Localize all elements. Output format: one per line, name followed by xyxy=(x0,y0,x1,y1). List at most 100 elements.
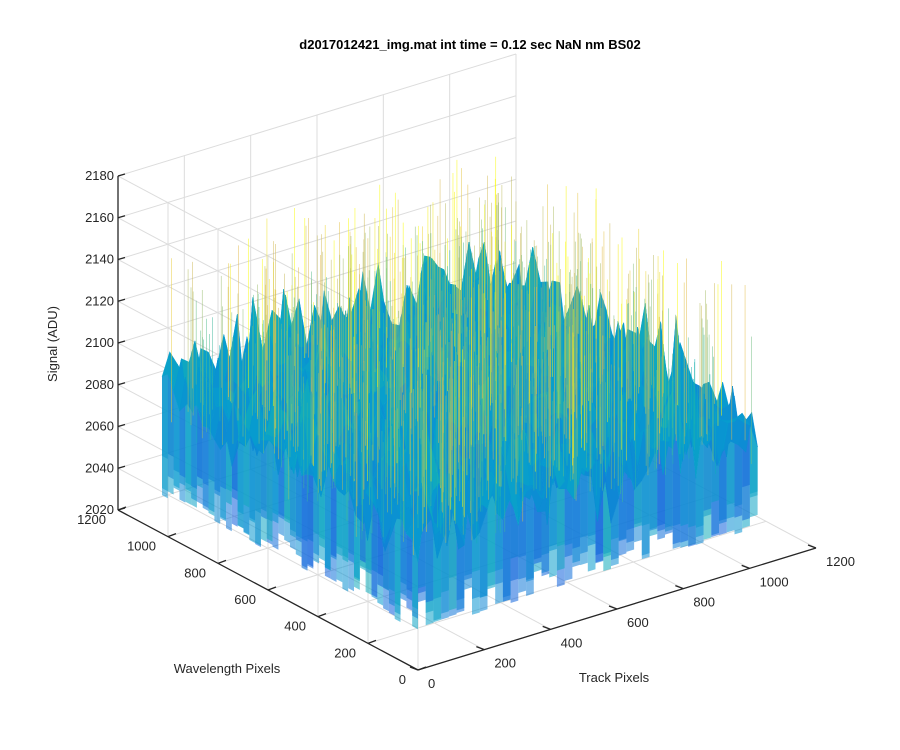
x-tick-mark xyxy=(542,625,551,630)
surface-side-face xyxy=(202,426,209,486)
surface-front-face xyxy=(487,478,496,590)
z-tick-mark xyxy=(117,340,126,344)
surface-front-face xyxy=(695,416,704,538)
grid-wall-right-z xyxy=(117,53,517,177)
z-tick-mark xyxy=(117,465,126,469)
surface-side-face xyxy=(214,440,221,524)
surface-side-face xyxy=(167,374,174,495)
y-tick-mark xyxy=(367,639,377,644)
surface-side-face xyxy=(290,449,296,551)
surface-front-face xyxy=(719,423,727,536)
y-tick-mark xyxy=(317,613,327,618)
x-axis-ticks: 0 200 400 600 800 1000 1200 xyxy=(409,544,855,691)
z-tick-mark xyxy=(117,256,126,261)
surface-front-face xyxy=(448,498,457,611)
z-tick-mark xyxy=(117,173,126,177)
x-tick-mark xyxy=(675,585,684,590)
x-tick-label: 600 xyxy=(627,615,649,630)
surface-front-face xyxy=(611,498,619,540)
y-tick-label: 600 xyxy=(234,592,256,607)
surface-front-face xyxy=(626,462,635,552)
y-tick-label: 400 xyxy=(284,619,306,634)
surface-side-face xyxy=(324,446,331,571)
z-tick-mark xyxy=(117,382,126,386)
x-tick-mark xyxy=(807,544,817,549)
surface-front-face xyxy=(634,480,642,528)
surface-side-face xyxy=(260,433,267,520)
y-axis-ticks: 0 200 400 600 800 1000 1200 xyxy=(77,506,427,687)
surface-front-face xyxy=(479,509,488,598)
surface-side-face xyxy=(330,471,337,558)
y-tick-label: 800 xyxy=(184,565,206,580)
z-tick-label: 2100 xyxy=(85,335,114,350)
surface-side-face xyxy=(255,440,261,546)
y-axis-label: Wavelength Pixels xyxy=(174,661,281,676)
x-tick-label: 1200 xyxy=(826,554,855,569)
surface-side-face xyxy=(348,486,354,592)
z-tick-label: 2040 xyxy=(85,460,114,475)
x-tick-label: 1000 xyxy=(760,574,789,589)
surface-front-face xyxy=(526,485,534,596)
x-tick-mark xyxy=(741,564,750,569)
z-tick-label: 2140 xyxy=(85,252,114,267)
surface-front-face xyxy=(518,486,527,593)
surface-side-face xyxy=(173,392,180,491)
surface-front-face xyxy=(649,447,658,531)
x-tick-mark xyxy=(409,666,419,671)
surface-side-face xyxy=(412,539,418,630)
z-axis-label: Signal (ADU) xyxy=(45,306,60,382)
surface-front-face xyxy=(425,498,434,603)
z-tick-label: 2080 xyxy=(85,377,114,392)
z-tick-label: 2180 xyxy=(85,168,114,183)
surface-side-face xyxy=(237,422,244,529)
surface-side-face xyxy=(249,432,256,543)
y-tick-label: 1000 xyxy=(127,539,156,554)
surface-front-face xyxy=(510,497,519,582)
surface-side-face xyxy=(400,516,407,602)
surface-side-face xyxy=(394,500,401,607)
surface-side-face xyxy=(208,428,215,516)
y-tick-label: 1200 xyxy=(77,512,106,527)
surface-side-face xyxy=(307,474,314,567)
surface-side-face xyxy=(336,479,343,557)
y-tick-mark xyxy=(417,666,427,671)
y-tick-mark xyxy=(117,506,127,511)
x-tick-mark xyxy=(476,646,485,651)
z-tick-mark xyxy=(117,423,126,428)
grid-wall-right-z xyxy=(117,95,517,219)
x-tick-mark xyxy=(608,605,618,610)
grid-wall-right-z xyxy=(117,137,517,260)
surface-side-face xyxy=(377,508,384,588)
z-tick-mark xyxy=(117,215,126,219)
z-tick-label: 2160 xyxy=(85,210,114,225)
surface-side-face xyxy=(226,436,232,506)
z-tick-label: 2060 xyxy=(85,419,114,434)
surface-side-face xyxy=(301,474,308,569)
surface-side-face xyxy=(162,374,168,492)
surface-front-face xyxy=(726,421,735,533)
z-tick-label: 2120 xyxy=(85,293,114,308)
z-tick-mark xyxy=(117,298,126,302)
x-tick-label: 0 xyxy=(428,676,435,691)
y-tick-mark xyxy=(267,586,277,591)
y-tick-mark xyxy=(217,559,227,564)
x-tick-label: 400 xyxy=(561,635,583,650)
surface-side-face xyxy=(220,436,226,522)
surface-front-face xyxy=(603,459,611,558)
surface-front-face xyxy=(749,425,758,518)
z-tick-label: 2020 xyxy=(85,502,114,517)
y-tick-label: 200 xyxy=(334,645,356,660)
surface-front-face xyxy=(641,466,650,556)
surface-side-face xyxy=(196,405,203,480)
surface-side-face xyxy=(383,540,389,612)
x-tick-label: 800 xyxy=(693,595,715,610)
surface-side-face xyxy=(266,433,273,542)
y-tick-mark xyxy=(167,533,177,538)
surface-mesh xyxy=(161,156,758,630)
surface-side-face xyxy=(406,533,413,611)
surface-side-face xyxy=(191,405,197,502)
z-axis-ticks: 2020 2040 2060 2080 2100 2120 2140 2160 2180 xyxy=(85,168,126,517)
x-axis-label: Track Pixels xyxy=(579,670,650,685)
y-tick-label: 0 xyxy=(399,672,406,687)
